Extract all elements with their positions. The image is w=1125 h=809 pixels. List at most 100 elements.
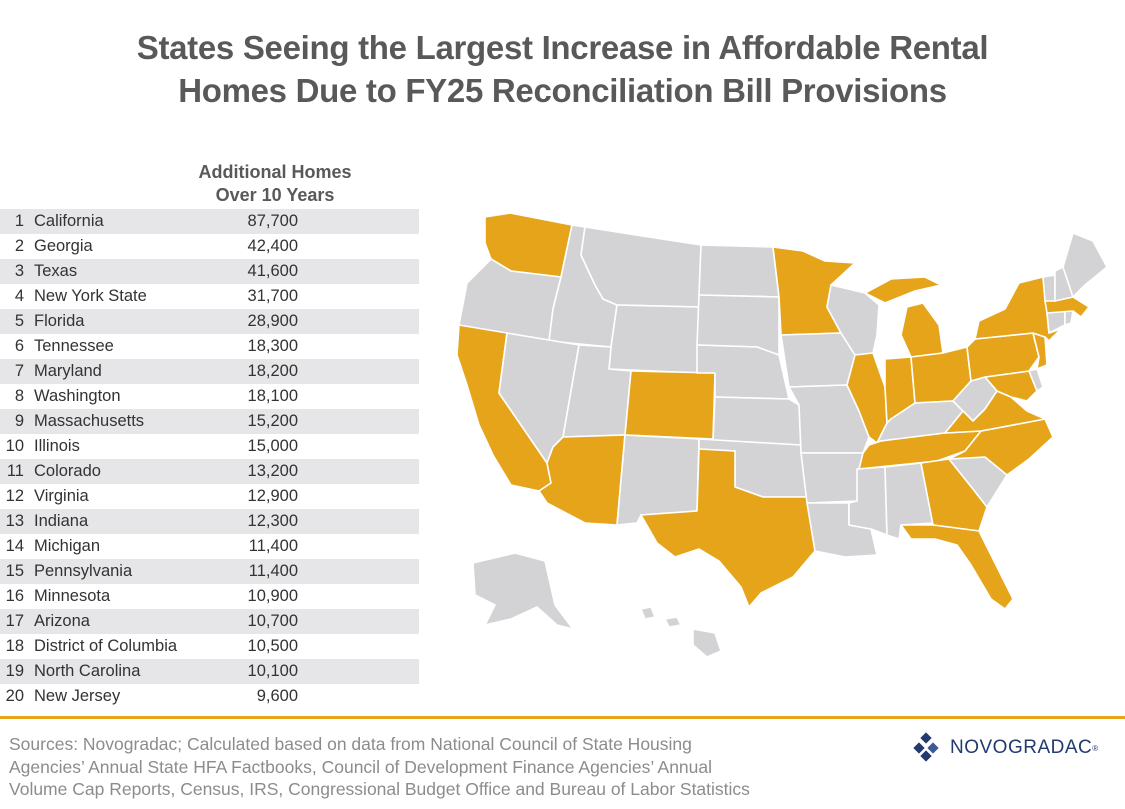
table-row: 16 Minnesota 10,900 (0, 584, 419, 609)
row-rank: 20 (5, 687, 24, 705)
state-arkansas (800, 452, 864, 504)
row-homes: 42,400 (247, 237, 298, 255)
state-rhode-island (1064, 310, 1074, 326)
row-homes: 11,400 (248, 537, 298, 555)
table-row: 4 New York State 31,700 (0, 284, 419, 309)
state-maine (1062, 232, 1108, 298)
state-hawaii-3 (692, 628, 722, 658)
table-row: 13 Indiana 12,300 (0, 509, 419, 534)
row-state: Illinois (34, 437, 80, 455)
row-rank: 18 (5, 637, 24, 655)
row-rank: 8 (14, 387, 24, 405)
row-state: District of Columbia (34, 637, 178, 655)
sources-line-1: Sources: Novogradac; Calculated based on… (9, 734, 692, 754)
state-michigan (900, 302, 944, 358)
table-row: 19 North Carolina 10,100 (0, 659, 419, 684)
table-row: 7 Maryland 18,200 (0, 359, 419, 384)
row-homes: 87,700 (247, 212, 298, 230)
row-rank: 2 (14, 237, 24, 255)
title-line-1: States Seeing the Largest Increase in Af… (136, 29, 989, 66)
row-homes: 11,400 (248, 562, 298, 580)
state-vermont (1042, 274, 1056, 302)
row-homes: 15,000 (247, 437, 298, 455)
row-state: Pennsylvania (34, 562, 133, 580)
row-rank: 16 (5, 587, 24, 605)
table-row: 8 Washington 18,100 (0, 384, 419, 409)
state-kansas (712, 396, 802, 446)
table-row: 20 New Jersey 9,600 (0, 684, 419, 709)
row-state: New York State (34, 287, 147, 305)
table-row: 2 Georgia 42,400 (0, 234, 419, 259)
title-line-2: Homes Due to FY25 Reconciliation Bill Pr… (178, 72, 947, 109)
table-row: 18 District of Columbia 10,500 (0, 634, 419, 659)
row-state: Virginia (34, 487, 89, 505)
row-homes: 28,900 (247, 312, 298, 330)
state-north-dakota (698, 244, 780, 298)
row-state: Arizona (34, 612, 90, 630)
row-homes: 18,200 (247, 362, 298, 380)
row-rank: 5 (14, 312, 24, 330)
state-alaska (472, 552, 574, 630)
state-texas (640, 448, 816, 608)
row-rank: 1 (14, 212, 24, 230)
ranking-table: 1 California 87,700 2 Georgia 42,400 3 Texas 41,… (0, 209, 419, 709)
column-header-line-1: Additional Homes (198, 162, 352, 182)
row-homes: 31,700 (247, 287, 298, 305)
row-state: Georgia (34, 237, 93, 255)
row-homes: 18,100 (247, 387, 298, 405)
us-map (456, 212, 1108, 658)
row-state: Minnesota (34, 587, 111, 605)
row-rank: 14 (5, 537, 24, 555)
row-homes: 10,100 (247, 662, 298, 680)
row-rank: 15 (5, 562, 24, 580)
row-homes: 9,600 (256, 687, 298, 705)
row-state: Michigan (34, 537, 101, 555)
row-rank: 19 (5, 662, 24, 680)
table-row: 1 California 87,700 (0, 209, 419, 234)
row-rank: 10 (5, 437, 24, 455)
novogradac-logo: NOVOGRADAC ® (913, 730, 1118, 766)
row-rank: 11 (6, 462, 24, 480)
row-homes: 12,900 (247, 487, 298, 505)
state-hawaii-2 (664, 616, 682, 628)
row-state: North Carolina (34, 662, 141, 680)
row-state: Tennessee (34, 337, 114, 355)
row-homes: 18,300 (247, 337, 298, 355)
row-homes: 13,200 (247, 462, 298, 480)
table-row: 9 Massachusetts 15,200 (0, 409, 419, 434)
row-rank: 12 (5, 487, 24, 505)
table-row: 10 Illinois 15,000 (0, 434, 419, 459)
row-homes: 10,900 (247, 587, 298, 605)
column-header: Additional Homes Over 10 Years (175, 161, 375, 207)
table-row: 5 Florida 28,900 (0, 309, 419, 334)
state-hawaii-1 (640, 606, 656, 620)
row-rank: 4 (14, 287, 24, 305)
novogradac-diamond-icon (913, 732, 939, 762)
row-state: Florida (34, 312, 85, 330)
divider-rule (0, 716, 1125, 719)
row-homes: 12,300 (247, 512, 298, 530)
state-michigan-upper (864, 276, 942, 304)
row-state: Washington (34, 387, 121, 405)
row-rank: 6 (14, 337, 24, 355)
table-row: 17 Arizona 10,700 (0, 609, 419, 634)
table-row: 14 Michigan 11,400 (0, 534, 419, 559)
table-row: 15 Pennsylvania 11,400 (0, 559, 419, 584)
state-iowa (780, 332, 856, 388)
logo-text: NOVOGRADAC (950, 737, 1093, 758)
row-state: Colorado (34, 462, 101, 480)
row-rank: 9 (14, 412, 24, 430)
row-homes: 15,200 (247, 412, 298, 430)
row-state: California (34, 212, 104, 230)
table-row: 3 Texas 41,600 (0, 259, 419, 284)
table-row: 12 Virginia 12,900 (0, 484, 419, 509)
page-title: States Seeing the Largest Increase in Af… (0, 26, 1125, 112)
state-wyoming (608, 304, 700, 374)
row-homes: 10,500 (247, 637, 298, 655)
state-delaware (1028, 368, 1044, 392)
state-florida (900, 524, 1014, 610)
column-header-line-2: Over 10 Years (215, 185, 335, 205)
row-rank: 13 (5, 512, 24, 530)
state-colorado (624, 370, 716, 440)
table-row: 11 Colorado 13,200 (0, 459, 419, 484)
